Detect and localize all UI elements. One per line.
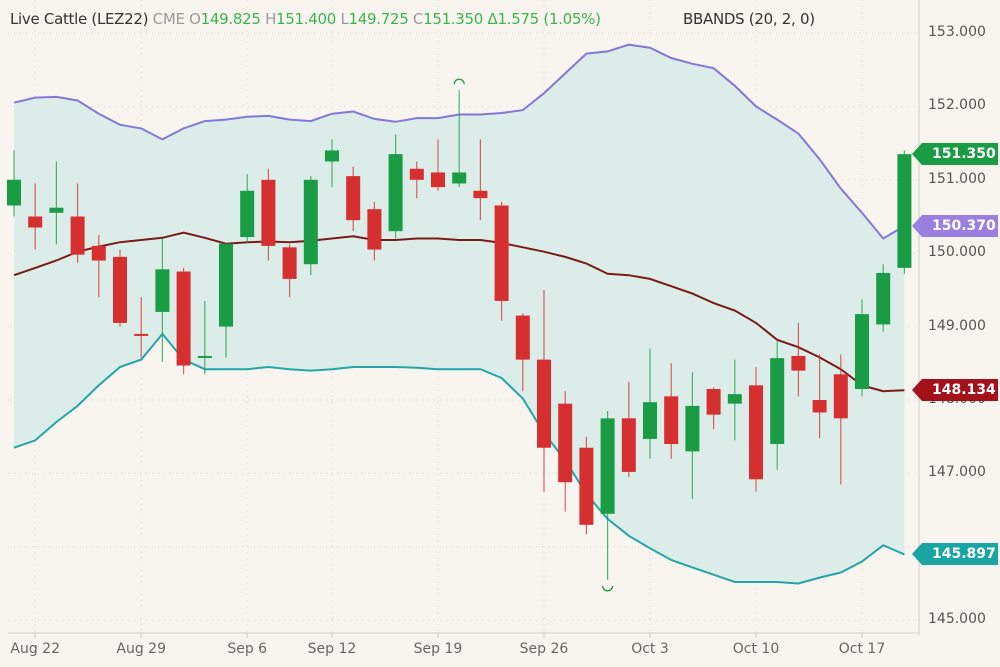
time-axis-label: Oct 10 (732, 641, 780, 657)
candle[interactable] (600, 411, 615, 580)
candle[interactable] (452, 90, 467, 188)
candle[interactable] (579, 436, 594, 535)
time-axis-label: Aug 22 (10, 641, 60, 657)
price-tag: 148.134 (912, 379, 998, 402)
open-key: O (189, 10, 201, 28)
time-axis-label: Oct 3 (631, 641, 669, 657)
price-tag: 145.897 (912, 543, 998, 566)
candle[interactable] (833, 354, 848, 485)
candle[interactable] (855, 299, 869, 397)
candle[interactable] (727, 359, 742, 441)
chart-header: Live Cattle (LEZ22) CME O149.825 H151.40… (10, 10, 601, 28)
candle[interactable] (664, 363, 679, 459)
candle[interactable] (91, 234, 106, 298)
candle[interactable] (240, 173, 255, 243)
change-value: Δ1.575 (1.05%) (487, 10, 601, 28)
candles (7, 78, 912, 592)
close-value: 151.350 (423, 10, 484, 28)
candle[interactable] (431, 139, 445, 191)
price-axis-label: 151.000 (928, 170, 986, 187)
high-marker-icon (453, 78, 465, 85)
candle[interactable] (346, 166, 361, 232)
candle[interactable] (791, 322, 806, 397)
candle[interactable] (113, 249, 127, 327)
symbol-name: Live Cattle (LEZ22) (10, 10, 149, 28)
candle[interactable] (621, 381, 636, 478)
candle[interactable] (7, 150, 21, 217)
candle[interactable] (473, 139, 488, 221)
candle[interactable] (643, 348, 657, 459)
candle[interactable] (367, 201, 382, 261)
price-axis-label: 152.000 (928, 97, 986, 114)
time-axis-label: Sep 12 (307, 641, 357, 657)
price-axis-label: 147.000 (928, 464, 986, 481)
candle[interactable] (134, 297, 149, 358)
price-axis-label: 145.000 (928, 611, 986, 628)
candle[interactable] (685, 372, 700, 500)
bollinger-band-fill (14, 44, 905, 584)
candle[interactable] (537, 289, 551, 492)
price-axis-label: 150.000 (928, 244, 986, 261)
low-value: 149.725 (348, 10, 409, 28)
low-key: L (340, 10, 349, 28)
price-tag: 151.350 (912, 143, 998, 166)
time-axis-label: Sep 26 (519, 641, 569, 657)
close-key: C (412, 10, 424, 28)
indicator-label[interactable]: BBANDS (20, 2, 0) (683, 10, 815, 28)
low-marker-icon (601, 585, 614, 592)
middle-band-line (13, 231, 905, 393)
candle[interactable] (706, 387, 721, 430)
price-tag: 150.370 (912, 215, 998, 238)
candle[interactable] (303, 176, 318, 276)
time-axis-label: Sep 19 (413, 641, 463, 657)
candle[interactable] (897, 150, 912, 274)
candle[interactable] (494, 201, 509, 321)
time-axis-label: Aug 29 (116, 641, 166, 657)
candle[interactable] (325, 139, 339, 188)
candle[interactable] (515, 313, 530, 392)
candle[interactable] (219, 243, 233, 358)
candle[interactable] (197, 300, 212, 375)
exchange-label: CME (152, 10, 185, 28)
candle[interactable] (28, 183, 43, 250)
candle[interactable] (70, 183, 85, 263)
candle[interactable] (876, 264, 891, 332)
candle[interactable] (558, 391, 573, 512)
candle[interactable] (409, 161, 424, 199)
price-axis-label: 153.000 (928, 24, 986, 40)
candle[interactable] (812, 354, 827, 439)
time-axis-ticks (34, 633, 863, 638)
candle[interactable] (176, 267, 191, 375)
high-key: H (265, 10, 277, 28)
price-axis-label: 149.000 (928, 317, 986, 334)
time-axis-label: Sep 6 (227, 641, 268, 657)
candle[interactable] (261, 168, 276, 261)
open-value: 149.825 (200, 10, 261, 28)
candle[interactable] (749, 366, 763, 492)
candle[interactable] (155, 238, 170, 362)
candle[interactable] (770, 341, 785, 470)
candle[interactable] (282, 244, 297, 298)
candle[interactable] (49, 161, 64, 245)
high-value: 151.400 (276, 10, 336, 28)
candle[interactable] (388, 134, 403, 239)
time-axis-label: Oct 17 (838, 641, 886, 657)
